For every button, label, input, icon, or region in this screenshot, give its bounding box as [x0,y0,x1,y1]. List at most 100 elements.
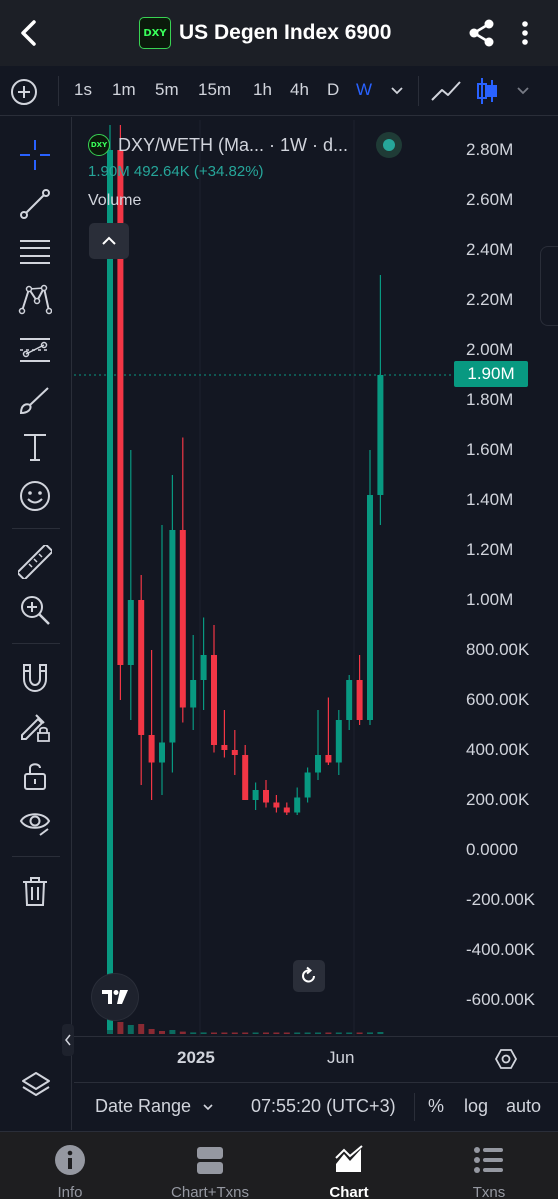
volume-bar [221,1032,228,1034]
time-axis[interactable]: 2025 Jun [74,1036,558,1080]
list-icon [473,1144,505,1176]
chart-legend[interactable]: DXY DXY/WETH (Ma... · 1W · d... [88,132,403,158]
timeframe-4h[interactable]: 4h [290,80,309,99]
tradingview-logo[interactable] [92,974,138,1020]
symbol-name: DXY/WETH (Ma... · 1W · d... [118,134,349,155]
volume-bar [242,1032,249,1034]
price-axis-label: 2.80M [466,140,514,159]
magnet-tool[interactable] [16,659,54,697]
timeframe-15m[interactable]: 15m [198,80,232,99]
current-price-badge: 1.90M [454,361,528,387]
price-axis-label: 1.60M [466,440,514,459]
zoom-in-tool[interactable] [16,591,54,629]
volume-bar [200,1032,207,1034]
price-axis-handle[interactable] [540,246,558,326]
back-button[interactable] [14,16,46,50]
split-view-icon [194,1144,226,1176]
timeframe-w[interactable]: W [356,80,373,99]
trash-icon [23,877,47,906]
candle [252,782,259,810]
timeframe-1s[interactable]: 1s [74,80,92,99]
candle [200,617,207,710]
volume-bar [273,1032,280,1034]
emoji-tool[interactable] [16,477,54,515]
price-axis-label: 1.80M [466,390,514,409]
toolbar-collapse-button[interactable] [62,1024,74,1056]
candles-chart-button[interactable] [476,76,498,106]
visibility-tool[interactable] [16,803,54,841]
candle [273,795,280,813]
timeframe-d[interactable]: D [327,80,340,99]
candle [367,450,373,725]
candle [221,710,228,758]
log-scale-toggle[interactable]: log [464,1096,489,1116]
chart-type-dropdown[interactable] [516,83,530,97]
axis-settings-button[interactable] [494,1047,518,1071]
timeframe-bar: 1s 1m 5m 15m 1h 4h D W [0,66,558,116]
more-options-button[interactable] [514,16,536,50]
candle [294,787,301,815]
time-zone-display[interactable]: 07:55:20 (UTC+3) [251,1096,396,1116]
volume-bar [283,1032,290,1034]
forecast-icon [20,338,50,362]
token-title: DXY US Degen Index 6900 [139,16,391,50]
share-button[interactable] [466,16,498,50]
pattern-tool[interactable] [16,281,54,319]
reset-chart-button[interactable] [293,960,325,992]
token-logo: DXY [139,17,171,49]
pencil-lock-icon [21,714,50,742]
crosshair-tool[interactable] [16,136,54,174]
text-tool[interactable] [16,428,54,466]
nav-info[interactable]: Info [40,1132,100,1199]
live-status-indicator [376,132,403,158]
volume-bar [315,1032,321,1034]
trend-line-tool[interactable] [16,185,54,223]
timeframe-1h[interactable]: 1h [253,80,272,99]
measure-tool[interactable] [16,543,54,581]
collapse-legend-button[interactable] [89,223,129,259]
eye-icon [19,813,51,836]
chevron-down-icon [203,1104,213,1111]
candle [356,655,363,725]
candlestick-chart[interactable] [74,120,558,1130]
brush-tool[interactable] [16,381,54,419]
percent-scale-toggle[interactable]: % [428,1096,445,1116]
timeframe-5m[interactable]: 5m [155,80,179,99]
volume-bar [211,1032,217,1034]
volume-bar [159,1031,165,1034]
unlock-tool[interactable] [16,757,54,795]
divider [12,856,60,857]
lock-drawing-tool[interactable] [16,707,54,745]
price-axis-label: 200.00K [466,790,530,809]
divider [414,1093,415,1121]
nav-chart[interactable]: Chart [319,1132,379,1199]
volume-indicator-label[interactable]: Volume [88,192,142,209]
candle [190,635,197,730]
volume-bars [107,1016,384,1034]
date-range-button[interactable]: Date Range [95,1096,214,1117]
time-label-jun: Jun [327,1048,355,1067]
candle [325,697,332,765]
timeframe-dropdown[interactable] [390,83,404,97]
price-axis-label: 1.00M [466,590,514,609]
delete-tool[interactable] [16,872,54,910]
candle [304,767,311,803]
auto-scale-toggle[interactable]: auto [506,1096,542,1116]
nav-chart-txns[interactable]: Chart+Txns [160,1132,260,1199]
volume-bar [148,1029,155,1034]
nav-txns[interactable]: Txns [459,1132,519,1199]
price-axis-label: 0.0000 [466,840,518,859]
magnet-icon [23,664,47,693]
object-tree-button[interactable] [20,1068,52,1102]
forecast-tool[interactable] [16,331,54,369]
line-chart-button[interactable] [430,78,462,104]
timeframe-1m[interactable]: 1m [112,80,136,99]
line-chart-icon [431,81,461,101]
legend-values: 1.90M 492.64K (+34.82%) [88,163,264,180]
add-indicator-button[interactable] [10,78,38,106]
fib-retracement-tool[interactable] [16,233,54,271]
more-vertical-icon [522,21,528,45]
candle [148,650,155,800]
chevron-left-icon [65,1034,71,1046]
divider [12,528,60,529]
